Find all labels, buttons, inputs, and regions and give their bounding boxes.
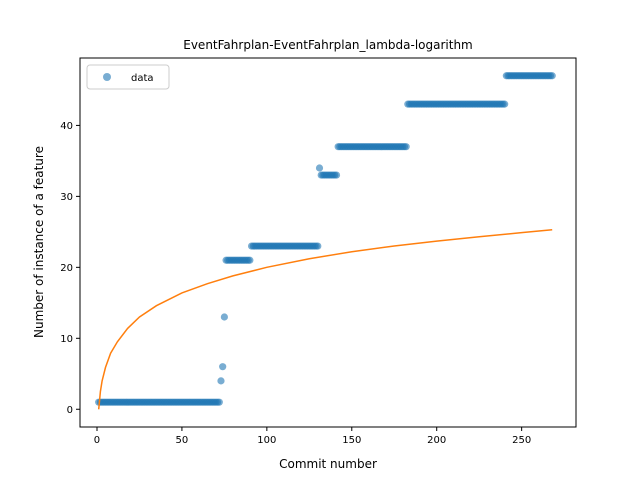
data-point	[314, 242, 322, 250]
legend-label-data: data	[131, 73, 154, 84]
data-point	[501, 100, 509, 108]
y-tick-label: 20	[60, 263, 73, 274]
plot-frame	[79, 57, 577, 428]
y-tick-label: 40	[60, 121, 73, 132]
data-point	[217, 377, 225, 385]
legend-marker-data	[103, 73, 111, 81]
data-point	[220, 313, 228, 321]
chart-title: EventFahrplan-EventFahrplan_lambda-logar…	[183, 38, 473, 52]
data-point	[315, 164, 324, 172]
x-tick-label: 200	[427, 435, 446, 446]
x-tick-label: 250	[512, 435, 531, 446]
data-point	[402, 143, 410, 151]
x-tick-label: 100	[257, 435, 276, 446]
y-tick-label: 30	[60, 192, 73, 203]
legend: data	[86, 64, 170, 90]
plot-area	[95, 72, 556, 410]
x-tick-label: 0	[94, 435, 100, 446]
legend-box	[86, 64, 170, 90]
data-point	[332, 171, 341, 179]
y-tick-label: 10	[60, 334, 73, 345]
y-axis-title: Number of instance of a feature	[32, 146, 46, 338]
x-tick-label: 50	[176, 435, 189, 446]
data-point	[246, 256, 254, 264]
fit-line	[97, 228, 553, 410]
x-axis-title: Commit number	[279, 457, 377, 471]
data-point	[219, 363, 227, 371]
axis-ticks: 0 50 100 150 200 250 0 10 20 30 40	[60, 121, 531, 446]
data-point	[215, 398, 223, 406]
data-point	[548, 72, 556, 80]
x-tick-label: 150	[342, 435, 361, 446]
y-tick-label: 0	[67, 405, 73, 416]
